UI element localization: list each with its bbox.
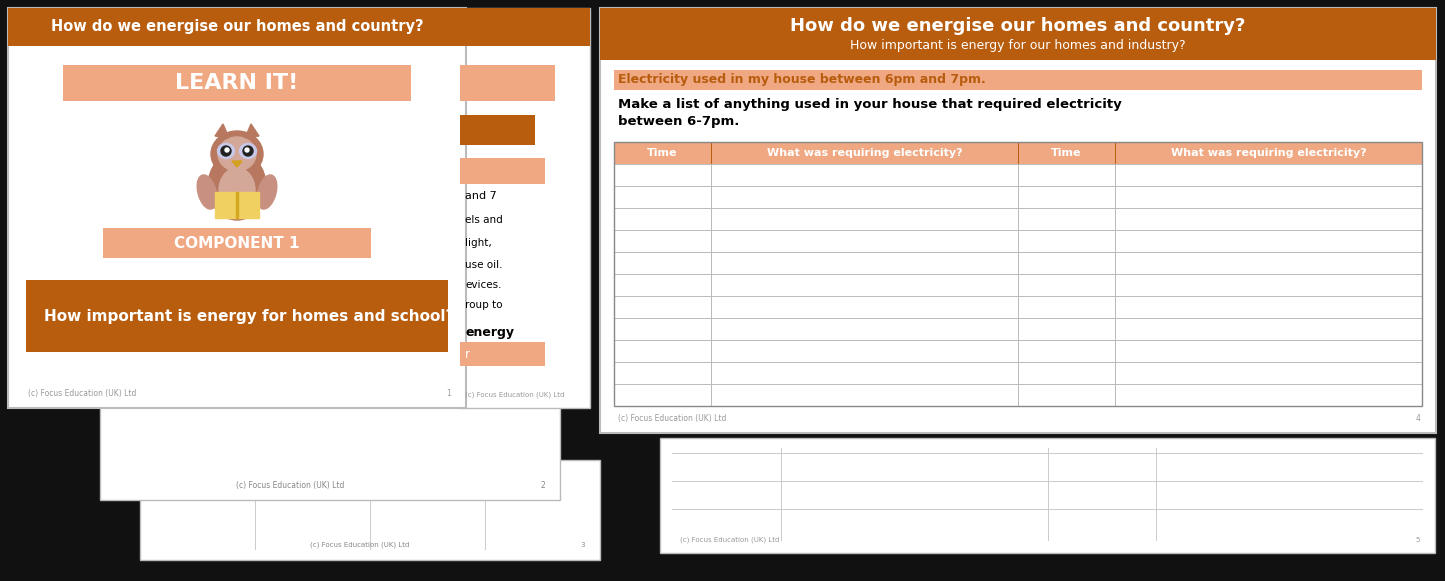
- Polygon shape: [233, 161, 241, 167]
- Bar: [614, 384, 1422, 406]
- Text: How important is energy for homes and school?: How important is energy for homes and sc…: [43, 309, 454, 324]
- Bar: [614, 186, 1422, 208]
- Bar: [140, 460, 600, 560]
- Bar: [9, 8, 465, 46]
- Ellipse shape: [240, 144, 257, 159]
- Circle shape: [225, 148, 228, 152]
- Bar: [103, 228, 371, 258]
- Bar: [460, 8, 590, 46]
- Text: What was requiring electricity?: What was requiring electricity?: [767, 148, 962, 158]
- Bar: [600, 8, 1436, 433]
- Bar: [215, 192, 259, 218]
- Text: What was requiring electricity?: What was requiring electricity?: [1170, 148, 1367, 158]
- Bar: [460, 115, 535, 145]
- Text: roup to: roup to: [465, 300, 503, 310]
- Bar: [614, 164, 1422, 186]
- Text: els and: els and: [465, 215, 503, 225]
- Text: Electricity used in my house between 6pm and 7pm.: Electricity used in my house between 6pm…: [618, 74, 985, 87]
- Text: How important is energy for our homes and industry?: How important is energy for our homes an…: [850, 40, 1186, 52]
- Circle shape: [221, 146, 231, 156]
- Ellipse shape: [211, 131, 263, 177]
- Bar: [614, 142, 1422, 406]
- Text: evices.: evices.: [465, 280, 501, 290]
- Text: light,: light,: [465, 238, 491, 248]
- Text: (c) Focus Education (UK) Ltd: (c) Focus Education (UK) Ltd: [27, 389, 136, 398]
- Text: (c) Focus Education (UK) Ltd: (c) Focus Education (UK) Ltd: [681, 536, 779, 543]
- Text: 2: 2: [540, 481, 545, 490]
- Text: How do we energise our homes and country?: How do we energise our homes and country…: [51, 20, 423, 34]
- Ellipse shape: [220, 168, 254, 212]
- Ellipse shape: [197, 175, 217, 209]
- Text: Make a list of anything used in your house that required electricity: Make a list of anything used in your hou…: [618, 98, 1121, 111]
- Text: 5: 5: [1416, 537, 1420, 543]
- Bar: [614, 230, 1422, 252]
- Bar: [614, 142, 1422, 164]
- Bar: [460, 158, 545, 184]
- Text: 4: 4: [1416, 414, 1420, 423]
- Polygon shape: [215, 124, 228, 138]
- Ellipse shape: [218, 137, 256, 171]
- Circle shape: [246, 148, 249, 152]
- Bar: [460, 8, 590, 408]
- Text: (c) Focus Education (UK) Ltd: (c) Focus Education (UK) Ltd: [236, 481, 344, 490]
- Circle shape: [243, 146, 253, 156]
- Ellipse shape: [208, 152, 266, 220]
- Text: (c) Focus Education (UK) Ltd: (c) Focus Education (UK) Ltd: [618, 414, 727, 423]
- Bar: [672, 453, 1423, 454]
- Bar: [614, 296, 1422, 318]
- Bar: [26, 280, 448, 352]
- Text: r: r: [465, 348, 470, 361]
- Bar: [460, 342, 545, 366]
- Bar: [614, 70, 1422, 90]
- Bar: [660, 438, 1435, 553]
- Polygon shape: [246, 124, 259, 138]
- Text: (c) Focus Education (UK) Ltd: (c) Focus Education (UK) Ltd: [465, 392, 565, 398]
- Bar: [614, 252, 1422, 274]
- Text: Time: Time: [647, 148, 678, 158]
- Text: 1: 1: [447, 389, 451, 398]
- Bar: [672, 509, 1423, 510]
- Text: COMPONENT 1: COMPONENT 1: [175, 235, 299, 250]
- Text: and 7: and 7: [465, 191, 497, 201]
- Text: 3: 3: [581, 542, 585, 548]
- Bar: [614, 362, 1422, 384]
- Bar: [614, 340, 1422, 362]
- Bar: [672, 481, 1423, 482]
- Text: LEARN IT!: LEARN IT!: [175, 73, 299, 93]
- Bar: [100, 390, 561, 500]
- Bar: [614, 274, 1422, 296]
- Bar: [460, 65, 555, 101]
- Text: (c) Focus Education (UK) Ltd: (c) Focus Education (UK) Ltd: [311, 541, 409, 548]
- Bar: [64, 65, 410, 101]
- Bar: [236, 192, 238, 218]
- Bar: [9, 8, 465, 408]
- Bar: [614, 208, 1422, 230]
- Text: between 6-7pm.: between 6-7pm.: [618, 115, 740, 128]
- Text: How do we energise our homes and country?: How do we energise our homes and country…: [790, 17, 1246, 35]
- Text: energy: energy: [465, 326, 514, 339]
- Bar: [600, 8, 1436, 60]
- Ellipse shape: [257, 175, 277, 209]
- Bar: [614, 318, 1422, 340]
- Text: Time: Time: [1051, 148, 1082, 158]
- Ellipse shape: [218, 144, 234, 159]
- Text: use oil.: use oil.: [465, 260, 503, 270]
